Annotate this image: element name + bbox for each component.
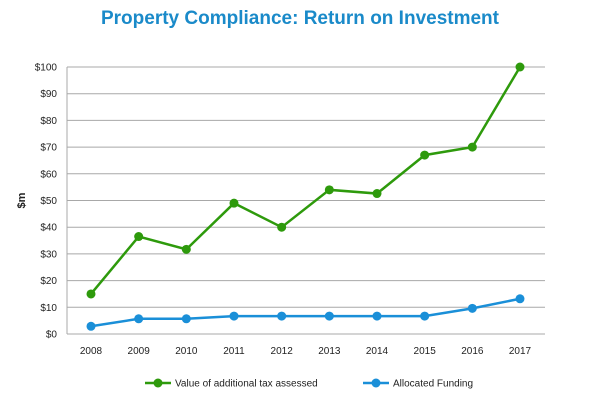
data-point [324, 185, 334, 195]
legend-marker-0 [153, 378, 163, 388]
y-tick-label: $60 [40, 169, 57, 180]
y-tick-label: $70 [40, 143, 57, 154]
series-line-0 [90, 66, 522, 295]
x-tick-label: 2012 [271, 346, 294, 357]
x-tick-label: 2013 [318, 346, 341, 357]
legend-label-0: Value of additional tax assessed [175, 379, 318, 390]
legend-marker-1 [371, 378, 381, 388]
data-point [467, 303, 477, 313]
data-point [372, 311, 382, 321]
data-point [277, 311, 287, 321]
y-tick-label: $20 [40, 276, 57, 287]
data-point [372, 189, 382, 199]
x-tick-label: 2009 [128, 346, 151, 357]
data-point [134, 232, 144, 242]
y-tick-label: $0 [46, 330, 58, 341]
legend-label-1: Allocated Funding [393, 379, 473, 390]
y-axis-label: $m [16, 192, 28, 208]
x-tick-label: 2017 [509, 346, 532, 357]
x-tick-label: 2010 [175, 346, 198, 357]
x-tick-label: 2015 [414, 346, 437, 357]
data-point [467, 142, 477, 152]
data-point [515, 294, 525, 304]
y-tick-label: $90 [40, 89, 57, 100]
x-tick-label: 2008 [80, 346, 103, 357]
data-point [420, 150, 430, 160]
x-tick-label: 2011 [223, 346, 245, 357]
y-tick-label: $30 [40, 249, 57, 260]
y-tick-label: $80 [40, 116, 57, 127]
series-line-1 [90, 297, 521, 328]
data-point [86, 321, 96, 331]
data-point [420, 311, 430, 321]
data-point [181, 314, 191, 324]
y-tick-label: $10 [40, 303, 57, 314]
y-tick-label: $40 [40, 223, 57, 234]
x-tick-label: 2016 [461, 346, 484, 357]
y-tick-label: $50 [40, 196, 57, 207]
data-point [229, 198, 239, 208]
data-point [181, 244, 191, 254]
chart-title: Property Compliance: Return on Investmen… [100, 8, 499, 29]
data-point [277, 222, 287, 232]
data-point [86, 289, 96, 299]
data-point [324, 311, 334, 321]
data-point [134, 314, 144, 324]
data-point [515, 62, 525, 72]
data-point [229, 311, 239, 321]
x-tick-label: 2014 [366, 346, 389, 357]
y-tick-label: $100 [35, 63, 58, 74]
